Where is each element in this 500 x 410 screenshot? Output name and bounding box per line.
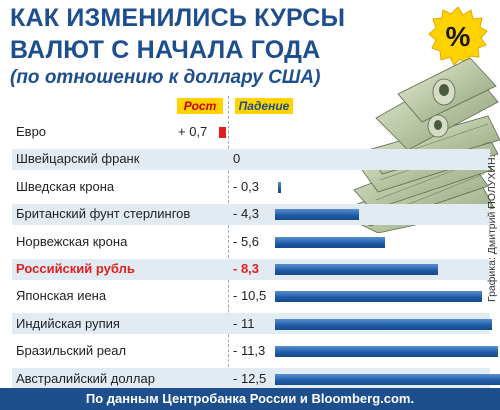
bar-decline — [275, 291, 482, 303]
bar-decline — [275, 346, 498, 358]
currency-label: Японская иена — [16, 288, 107, 304]
bar-decline — [275, 264, 439, 275]
subtitle: (по отношению к доллару США) — [10, 67, 321, 88]
bar-growth — [219, 127, 226, 138]
value-label: - 11 — [233, 315, 255, 331]
currency-label: Австралийский доллар — [16, 370, 155, 386]
percent-badge-icon: % — [428, 6, 488, 66]
currency-label: Индийская рупия — [16, 315, 120, 331]
title-line-2: ВАЛЮТ С НАЧАЛА ГОДА — [10, 36, 321, 64]
value-label: - 5,6 — [233, 233, 260, 249]
credit-text: Графика: Дмитрий ПОЛУХИН. — [486, 154, 498, 302]
currency-label: Британский фунт стерлингов — [16, 206, 191, 222]
badge-symbol: % — [446, 21, 471, 52]
currency-label: Евро — [16, 124, 47, 139]
value-label: 0 — [233, 151, 241, 167]
value-label: - 8,3 — [233, 261, 260, 276]
credit: Графика: Дмитрий ПОЛУХИН. — [484, 152, 498, 302]
bar-decline — [275, 318, 492, 330]
bar-decline — [278, 181, 281, 193]
currency-label: Швейцарский франк — [16, 151, 140, 167]
value-label: - 12,5 — [233, 370, 267, 386]
zero-axis-line — [228, 96, 229, 382]
legend-decline: Падение — [235, 98, 293, 114]
bar-decline — [275, 236, 385, 248]
row-stripe — [12, 203, 490, 225]
bar-decline — [275, 209, 360, 221]
row-stripe — [12, 148, 490, 170]
bar-decline — [275, 373, 500, 385]
currency-label: Бразильский реал — [16, 343, 127, 359]
value-label: - 0,3 — [233, 178, 260, 194]
currency-label: Норвежская крона — [16, 233, 128, 249]
source-footer: По данным Центробанка России и Bloomberg… — [0, 388, 500, 410]
value-label: + 0,7 — [178, 124, 208, 139]
legend-growth: Рост — [177, 98, 223, 114]
value-label: - 10,5 — [233, 288, 267, 304]
value-label: - 4,3 — [233, 206, 260, 222]
currency-label: Российский рубль — [16, 261, 135, 276]
currency-label: Шведская крона — [16, 178, 115, 194]
value-label: - 11,3 — [233, 343, 266, 359]
title-line-1: КАК ИЗМЕНИЛИСЬ КУРСЫ — [10, 4, 346, 32]
